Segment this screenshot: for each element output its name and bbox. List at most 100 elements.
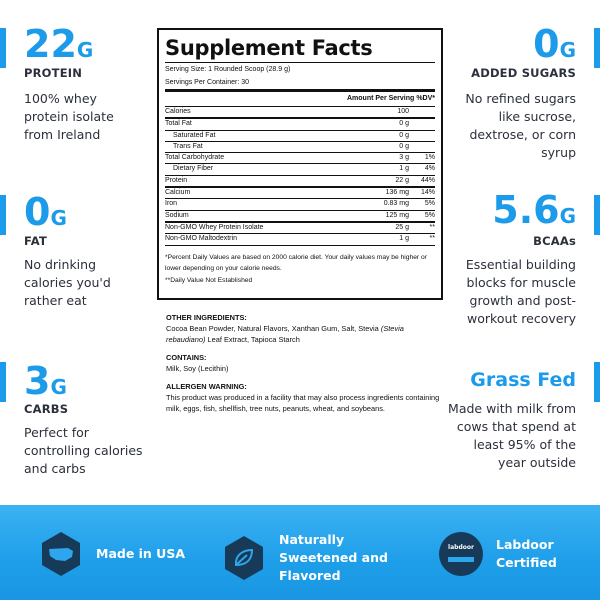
feature-description: Perfect for controlling calories and car… xyxy=(24,425,143,476)
feature-description: No drinking calories you'd rather eat xyxy=(24,257,111,308)
unit: G xyxy=(76,38,94,62)
nutrient-name: Non-GMO Whey Protein Isolate xyxy=(165,223,264,231)
nutrient-name: Saturated Fat xyxy=(173,131,216,139)
nutrient-dv: 5% xyxy=(424,200,435,208)
text: Leaf Extract, Tapioca Starch xyxy=(207,335,300,344)
facts-header: Amount Per Serving %DV* xyxy=(165,92,435,107)
feature-label: ADDED SUGARS xyxy=(471,66,576,80)
nutrient-name: Dietary Fiber xyxy=(173,165,214,173)
nutrient-dv: 14% xyxy=(420,189,435,197)
facts-row: Iron 0.83 mg 5% xyxy=(165,199,435,211)
nutrient-name: Total Fat xyxy=(165,120,192,128)
feature-label: BCAAs xyxy=(533,234,576,248)
badge-band: Made in USA Naturally Sweetened and Flav… xyxy=(0,505,600,600)
facts-row: Protein 22 g 44% xyxy=(165,176,435,189)
supplement-facts: Supplement Facts Serving Size: 1 Rounded… xyxy=(157,28,443,300)
badge-label: Made in USA xyxy=(96,546,186,561)
nutrient-amount: 1 g xyxy=(399,165,409,173)
unit: G xyxy=(559,204,576,228)
feature-value: 0G xyxy=(533,24,576,70)
value: 0 xyxy=(24,190,51,234)
accent-bar xyxy=(594,195,600,235)
nutrient-dv-empty xyxy=(409,131,435,141)
nutrient-amount: 100 xyxy=(397,108,409,115)
nutrient-amount: 25 g xyxy=(395,223,409,231)
usa-icon xyxy=(42,532,80,576)
nutrient-name: Calcium xyxy=(165,189,191,197)
feature-label: PROTEIN xyxy=(24,66,83,80)
allergen-text: This product was produced in a facility … xyxy=(166,393,440,413)
feature-title: Grass Fed xyxy=(470,369,576,391)
unit: G xyxy=(559,38,576,62)
facts-row: Total Carbohydrate 3 g 1% xyxy=(165,153,435,165)
serving-size: Serving Size: 1 Rounded Scoop (28.9 g) xyxy=(165,66,291,73)
feature-description: 100% whey protein isolate from Ireland xyxy=(24,91,114,142)
footnote: *Percent Daily Values are based on 2000 … xyxy=(165,253,427,272)
nutrient-amount: 136 mg xyxy=(385,189,409,197)
facts-row: Non-GMO Maltodextrin 1 g ** xyxy=(165,234,435,246)
nutrient-dv: 5% xyxy=(424,211,435,219)
nutrient-amount: 0 g xyxy=(399,120,409,128)
value: 0 xyxy=(533,22,560,66)
allergen-heading: ALLERGEN WARNING: xyxy=(166,382,247,391)
ingredients-heading: OTHER INGREDIENTS: xyxy=(166,313,247,322)
nutrient-dv: 1% xyxy=(424,154,435,162)
amount-header: Amount Per Serving xyxy=(347,95,415,102)
badge: labdoor Labdoor Certified xyxy=(438,531,568,577)
feature-description: No refined sugars like sucrose, dextrose… xyxy=(465,91,576,160)
badge-label: Labdoor Certified xyxy=(496,537,557,570)
nutrient-amount: 125 mg xyxy=(385,211,409,219)
accent-bar xyxy=(0,362,6,402)
leaf-icon xyxy=(225,536,263,580)
ingredients-text: Cocoa Bean Powder, Natural Flavors, Xant… xyxy=(166,323,442,345)
dv-header: %DV* xyxy=(416,95,435,102)
facts-title: Supplement Facts xyxy=(165,36,373,60)
nutrient-name: Total Carbohydrate xyxy=(165,154,225,162)
feature-description: Essential building blocks for muscle gro… xyxy=(465,257,576,326)
feature-value: 22G xyxy=(24,24,93,70)
value: 3 xyxy=(24,359,51,403)
feature-value: 5.6G xyxy=(492,190,576,236)
facts-row: Total Fat 0 g xyxy=(165,119,435,131)
nutrient-name: Calories xyxy=(165,108,191,115)
servings-per-container: Servings Per Container: 30 xyxy=(165,79,250,86)
nutrient-dv-empty xyxy=(409,107,435,117)
accent-bar xyxy=(594,362,600,402)
badge: Naturally Sweetened and Flavored xyxy=(221,531,421,585)
facts-row: Saturated Fat 0 g xyxy=(165,131,435,142)
badge: Made in USA xyxy=(38,531,185,577)
text: Cocoa Bean Powder, Natural Flavors, Xant… xyxy=(166,324,379,333)
facts-row: Dietary Fiber 1 g 4% xyxy=(165,164,435,176)
icon-text: labdoor xyxy=(448,544,474,551)
accent-bar xyxy=(0,195,6,235)
unit: G xyxy=(50,206,67,230)
nutrient-dv: ** xyxy=(429,235,435,243)
nutrient-dv-empty xyxy=(409,142,435,152)
nutrient-amount: 0 g xyxy=(399,142,409,150)
nutrient-amount: 0.83 mg xyxy=(383,200,409,208)
facts-row: Non-GMO Whey Protein Isolate 25 g ** xyxy=(165,223,435,235)
labdoor-icon: labdoor xyxy=(439,532,483,576)
feature-value: 3G xyxy=(24,361,67,407)
nutrient-amount: 22 g xyxy=(395,176,409,184)
text-italic: (Stevia rebaudiano) xyxy=(166,324,404,344)
feature-value: 0G xyxy=(24,192,67,238)
nutrient-amount: 1 g xyxy=(399,235,409,243)
nutrient-name: Trans Fat xyxy=(173,142,203,150)
accent-bar xyxy=(594,28,600,68)
nutrient-name: Protein xyxy=(165,176,188,184)
contains-heading: CONTAINS: xyxy=(166,353,207,362)
badge-label: Naturally Sweetened and Flavored xyxy=(279,532,388,583)
nutrient-name: Iron xyxy=(165,200,178,208)
facts-row: Sodium 125 mg 5% xyxy=(165,211,435,223)
nutrient-amount: 3 g xyxy=(399,154,409,162)
nutrient-amount: 0 g xyxy=(399,131,409,139)
nutrient-dv: 4% xyxy=(424,165,435,173)
feature-label: CARBS xyxy=(24,402,69,416)
nutrient-name: Non-GMO Maltodextrin xyxy=(165,235,237,243)
unit: G xyxy=(50,375,67,399)
footnote: **Daily Value Not Established xyxy=(165,276,253,284)
nutrient-name: Sodium xyxy=(165,211,189,219)
